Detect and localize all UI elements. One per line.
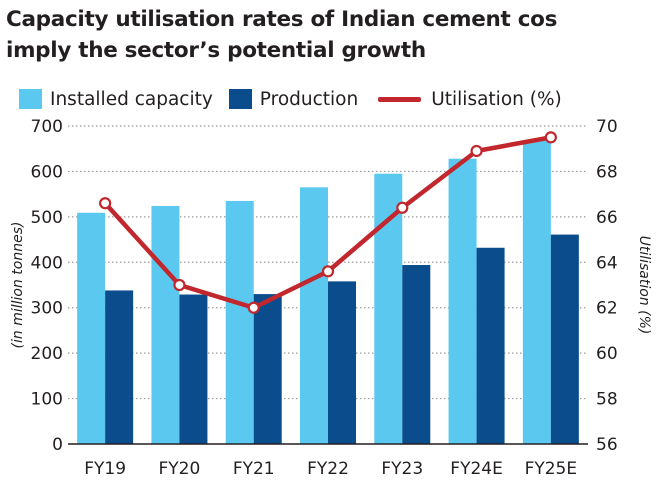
bar-installed-capacity	[151, 205, 180, 444]
x-tick-label: FY21	[233, 459, 275, 479]
legend-item-installed: Installed capacity	[19, 89, 213, 110]
bar-installed-capacity	[522, 140, 551, 444]
legend-swatch-installed	[19, 89, 42, 109]
utilisation-point	[173, 278, 186, 292]
y2-tick-label: 68	[596, 162, 618, 182]
utilisation-point	[247, 301, 260, 314]
bar-production	[105, 290, 134, 444]
utilisation-point	[99, 197, 112, 210]
y-tick-label: 400	[31, 253, 63, 273]
y-tick-label: 200	[31, 344, 63, 364]
legend-item-production: Production	[228, 88, 359, 110]
utilisation-point	[396, 201, 409, 214]
y-axis-label: (in million tonnes)	[10, 222, 26, 349]
x-tick-label: FY24E	[450, 459, 503, 479]
x-tick-label: FY20	[159, 459, 201, 479]
y-tick-label: 700	[31, 117, 63, 137]
bar-installed-capacity	[448, 158, 477, 445]
utilisation-point	[321, 265, 335, 278]
y2-tick-label: 66	[596, 208, 618, 228]
chart-title: Capacity utilisation rates of Indian cem…	[6, 4, 656, 66]
bar-production	[253, 294, 282, 444]
x-tick-label: FY25E	[525, 459, 578, 479]
y2-tick-label: 70	[596, 117, 618, 137]
y2-tick-label: 58	[596, 390, 618, 410]
y-tick-label: 100	[31, 390, 63, 410]
y-tick-label: 300	[31, 299, 63, 319]
x-tick-label: FY23	[381, 459, 423, 479]
utilisation-point	[544, 131, 557, 144]
legend-label-installed: Installed capacity	[50, 88, 213, 110]
y2-tick-label: 64	[596, 253, 618, 273]
x-tick-label: FY19	[84, 459, 126, 479]
x-tick-label: FY22	[307, 459, 349, 479]
legend-swatch-production	[228, 89, 252, 109]
legend-label-production: Production	[259, 88, 359, 110]
utilisation-point	[470, 144, 483, 158]
bar-installed-capacity	[225, 200, 254, 444]
chart-legend: Installed capacity Production Utilisatio…	[19, 86, 578, 112]
bar-installed-capacity	[77, 212, 106, 444]
chart-title-line-1: Capacity utilisation rates of Indian cem…	[6, 7, 558, 32]
y-tick-label: 500	[31, 208, 63, 228]
legend-item-utilisation: Utilisation (%)	[374, 89, 562, 110]
chart-title-line-2: imply the sector’s potential growth	[6, 38, 426, 63]
bar-production	[402, 265, 431, 444]
y2-tick-label: 60	[596, 344, 618, 364]
y2-tick-label: 56	[596, 435, 618, 455]
y-tick-label: 600	[31, 162, 63, 182]
bar-production	[179, 294, 208, 444]
bar-installed-capacity	[300, 187, 328, 445]
y-tick-label: 0	[52, 435, 63, 455]
bar-production	[328, 281, 356, 444]
legend-line-utilisation	[378, 96, 422, 102]
bar-production	[476, 247, 505, 444]
y2-tick-label: 62	[596, 299, 618, 319]
legend-label-utilisation: Utilisation (%)	[431, 88, 562, 110]
y2-axis-label: Utilisation (%)	[636, 236, 652, 335]
bar-production	[550, 234, 579, 444]
